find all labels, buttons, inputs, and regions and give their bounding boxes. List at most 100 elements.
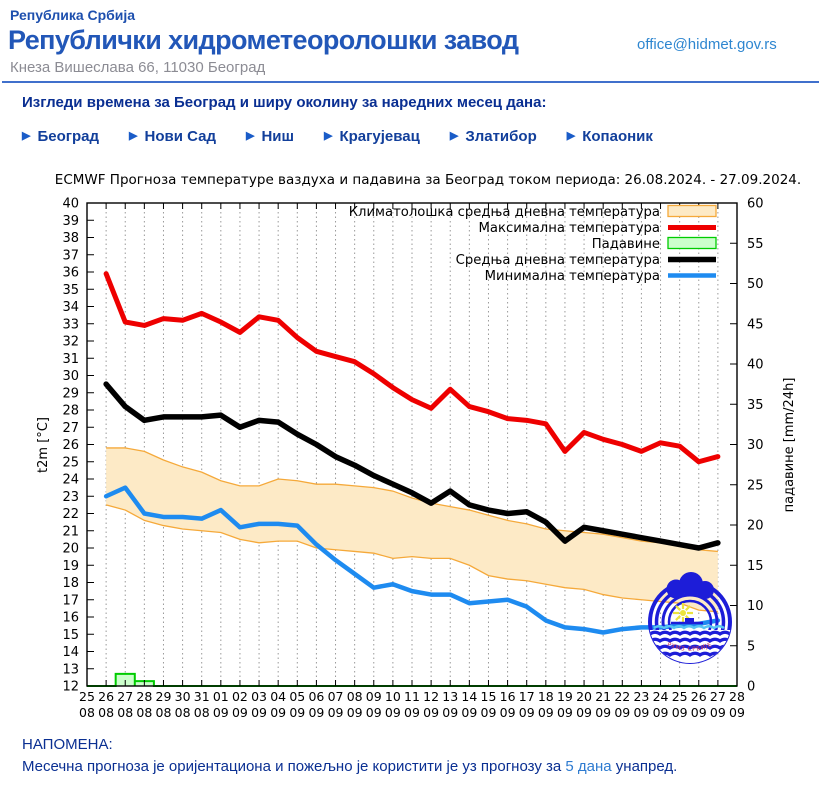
svg-text:34: 34 — [62, 300, 79, 315]
svg-text:0509: 0509 — [289, 689, 305, 720]
note-text-after: унапред. — [612, 758, 678, 775]
svg-text:22: 22 — [62, 507, 79, 522]
svg-text:2009: 2009 — [576, 689, 592, 720]
svg-text:19: 19 — [62, 559, 79, 574]
legend-label-precipitation: Падавине — [592, 237, 660, 252]
y-axis-left-title: t2m [°C] — [36, 417, 51, 473]
logo-sun-ray — [686, 606, 690, 610]
arrow-icon: ▶ — [246, 131, 254, 142]
svg-text:1209: 1209 — [423, 689, 439, 720]
five-days-link[interactable]: 5 дана — [565, 758, 611, 775]
svg-text:12: 12 — [62, 680, 79, 695]
header-address: Кнеза Вишеслава 66, 11030 Београд — [10, 59, 265, 76]
nav-link-nis[interactable]: ▶ Ниш — [246, 128, 294, 145]
chart-title: ECMWF Прогноза температуре ваздуха и пад… — [55, 172, 801, 188]
arrow-icon: ▶ — [324, 131, 332, 142]
svg-text:2808: 2808 — [136, 689, 152, 720]
svg-text:0609: 0609 — [308, 689, 324, 720]
nav-link-label: Нови Сад — [145, 128, 216, 145]
svg-text:0209: 0209 — [232, 689, 248, 720]
nav-link-label: Копаоник — [582, 128, 653, 145]
svg-text:30: 30 — [62, 369, 79, 384]
svg-text:25: 25 — [62, 455, 79, 470]
svg-text:1009: 1009 — [385, 689, 401, 720]
nav-link-novi-sad[interactable]: ▶ Нови Сад — [129, 128, 216, 145]
svg-text:39: 39 — [62, 214, 79, 229]
note-text-before: Месечна прогноза је оријентациона и поже… — [22, 758, 565, 775]
svg-text:0: 0 — [747, 680, 755, 695]
legend-label-max: Максимална температура — [479, 221, 660, 236]
svg-text:25: 25 — [747, 478, 764, 493]
svg-text:2609: 2609 — [691, 689, 707, 720]
svg-text:23: 23 — [62, 490, 79, 505]
email-link[interactable]: office@hidmet.gov.rs — [637, 36, 777, 53]
svg-text:24: 24 — [62, 473, 79, 488]
page-title: Изгледи времена за Београд и ширу околин… — [22, 94, 546, 111]
org-title: Републички хидрометеоролошки завод — [8, 25, 518, 56]
svg-text:1509: 1509 — [481, 689, 497, 720]
y-axis-right-labels: 051015202530354045505560 — [747, 197, 764, 695]
svg-text:28: 28 — [62, 404, 79, 419]
svg-text:2809: 2809 — [729, 689, 745, 720]
legend-label-climatology: Климатолошка средња дневна температура — [349, 205, 660, 220]
svg-text:15: 15 — [747, 559, 764, 574]
svg-text:20: 20 — [747, 519, 764, 534]
svg-text:14: 14 — [62, 645, 79, 660]
svg-text:37: 37 — [62, 248, 79, 263]
svg-text:1909: 1909 — [557, 689, 573, 720]
svg-text:1109: 1109 — [404, 689, 420, 720]
svg-text:60: 60 — [747, 197, 764, 212]
svg-text:38: 38 — [62, 231, 79, 246]
svg-text:31: 31 — [62, 352, 79, 367]
arrow-icon: ▶ — [129, 131, 137, 142]
svg-text:2908: 2908 — [156, 689, 172, 720]
svg-text:26: 26 — [62, 438, 79, 453]
svg-text:2508: 2508 — [79, 689, 95, 720]
svg-text:18: 18 — [62, 576, 79, 591]
svg-text:15: 15 — [62, 628, 79, 643]
svg-text:30: 30 — [747, 438, 764, 453]
svg-text:0909: 0909 — [366, 689, 382, 720]
nav-link-kragujevac[interactable]: ▶Крагујевац — [324, 128, 420, 145]
svg-text:1609: 1609 — [500, 689, 516, 720]
nav-link-kopaonik[interactable]: ▶Копаоник — [567, 128, 653, 145]
legend-label-min: Минимална температура — [485, 269, 660, 284]
svg-text:1709: 1709 — [519, 689, 535, 720]
header-country: Република Србија — [10, 7, 135, 23]
svg-text:29: 29 — [62, 386, 79, 401]
svg-text:27: 27 — [62, 421, 79, 436]
logo-wave-light — [654, 626, 724, 628]
svg-text:40: 40 — [747, 358, 764, 373]
nav-link-label: Ниш — [261, 128, 294, 145]
x-axis-labels: 2508260827082808290830083108010902090309… — [79, 689, 745, 720]
svg-text:17: 17 — [62, 593, 79, 608]
svg-text:0709: 0709 — [328, 689, 344, 720]
svg-text:45: 45 — [747, 317, 764, 332]
svg-text:50: 50 — [747, 277, 764, 292]
svg-text:33: 33 — [62, 317, 79, 332]
nav-link-label: Београд — [37, 128, 99, 145]
svg-text:2409: 2409 — [653, 689, 669, 720]
header-divider — [2, 81, 819, 83]
svg-text:13: 13 — [62, 662, 79, 677]
nav-link-zlatibor[interactable]: ▶Златибор — [450, 128, 537, 145]
logo-sun — [680, 610, 686, 616]
svg-text:3108: 3108 — [194, 689, 210, 720]
svg-text:35: 35 — [747, 398, 764, 413]
svg-text:36: 36 — [62, 266, 79, 281]
svg-text:21: 21 — [62, 524, 79, 539]
svg-text:2608: 2608 — [98, 689, 114, 720]
y-axis-right-title: падавине [mm/24h] — [782, 378, 797, 513]
chart-svg: ECMWF Прогноза температуре ваздуха и пад… — [0, 168, 827, 730]
city-nav: ▶Београд▶Нови Сад▶Ниш▶Крагујевац▶Златибо… — [22, 128, 653, 145]
svg-text:16: 16 — [62, 611, 79, 626]
svg-text:0409: 0409 — [270, 689, 286, 720]
forecast-chart: ECMWF Прогноза температуре ваздуха и пад… — [0, 168, 827, 730]
nav-link-beograd[interactable]: ▶Београд — [22, 128, 99, 145]
svg-text:1809: 1809 — [538, 689, 554, 720]
logo-sun-ray — [676, 616, 680, 620]
svg-text:2509: 2509 — [672, 689, 688, 720]
svg-text:1409: 1409 — [461, 689, 477, 720]
legend-swatch-climatology — [668, 206, 716, 217]
svg-text:10: 10 — [747, 599, 764, 614]
